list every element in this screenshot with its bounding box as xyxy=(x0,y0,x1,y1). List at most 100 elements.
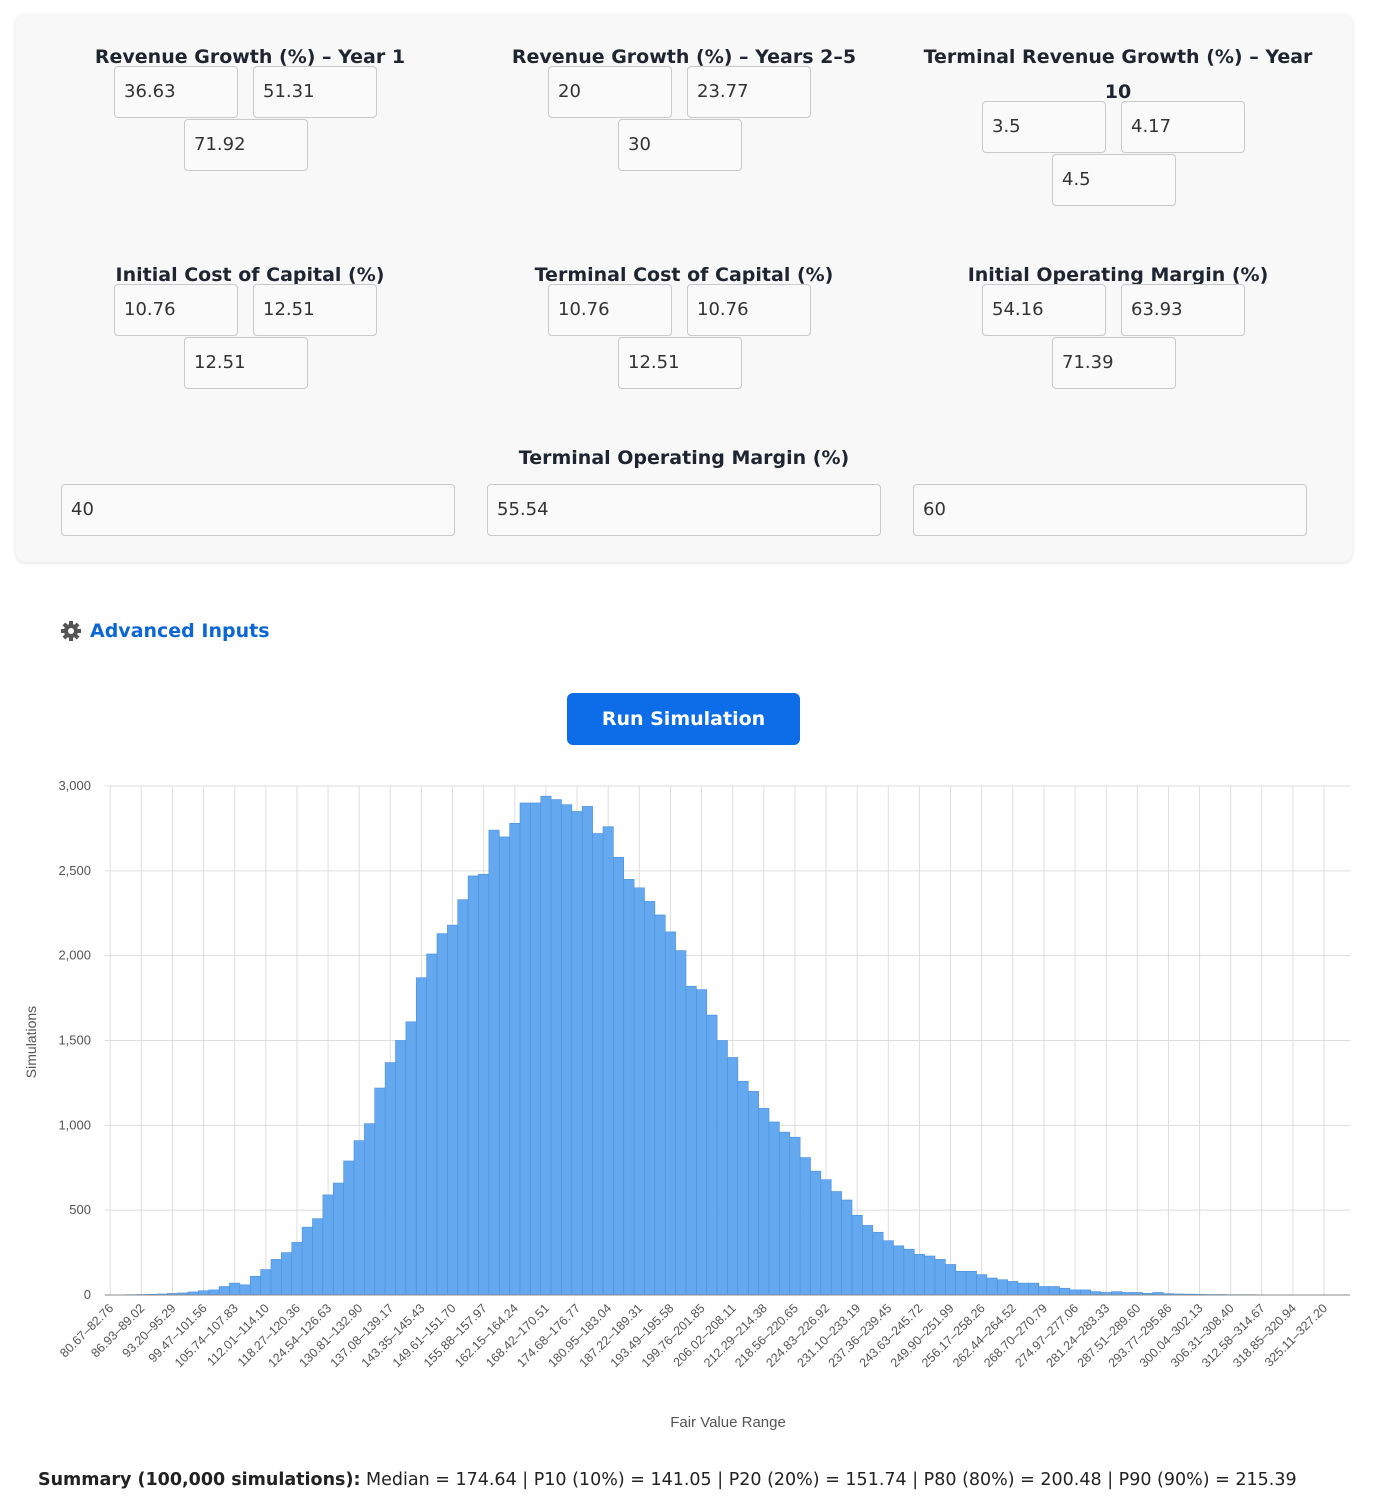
number-input[interactable]: 12.51 xyxy=(618,337,742,389)
number-input[interactable]: 20 xyxy=(548,66,672,118)
bar xyxy=(779,1131,791,1296)
y-tick-label: 2,500 xyxy=(58,863,91,878)
bar xyxy=(986,1277,998,1296)
number-input[interactable]: 63.93 xyxy=(1121,284,1245,336)
bar xyxy=(1048,1286,1060,1296)
number-input[interactable]: 4.17 xyxy=(1121,101,1245,153)
bar xyxy=(768,1121,780,1296)
y-tick-label: 3,000 xyxy=(58,778,91,793)
bar xyxy=(291,1242,303,1296)
bar xyxy=(913,1253,925,1296)
y-axis-label: Simulations xyxy=(23,1006,39,1078)
bar xyxy=(488,829,500,1296)
bar xyxy=(613,856,625,1296)
bar xyxy=(426,953,438,1296)
bar xyxy=(1090,1291,1102,1296)
number-input[interactable]: 40 xyxy=(61,484,455,536)
number-input[interactable]: 12.51 xyxy=(184,337,308,389)
bar xyxy=(239,1284,251,1296)
bar xyxy=(249,1276,261,1296)
field-label: Initial Cost of Capital (%) xyxy=(115,264,385,286)
number-input[interactable]: 60 xyxy=(913,484,1307,536)
bar xyxy=(602,826,614,1296)
number-input[interactable]: 10.76 xyxy=(114,284,238,336)
bar xyxy=(934,1259,946,1296)
number-input[interactable]: 30 xyxy=(618,119,742,171)
bar xyxy=(737,1080,749,1296)
bar xyxy=(322,1194,334,1296)
number-input[interactable]: 10.76 xyxy=(548,284,672,336)
run-simulation-button[interactable]: Run Simulation xyxy=(567,693,800,745)
number-input[interactable]: 51.31 xyxy=(253,66,377,118)
summary: Summary (100,000 simulations): Median = … xyxy=(38,1470,1297,1490)
bar xyxy=(758,1108,770,1296)
bar xyxy=(301,1226,313,1296)
bar xyxy=(550,799,562,1296)
bar xyxy=(374,1087,386,1296)
bar xyxy=(198,1290,210,1296)
summary-label: Summary (100,000 simulations): xyxy=(38,1470,361,1490)
bar xyxy=(893,1245,905,1296)
bar xyxy=(281,1252,293,1296)
number-input[interactable]: 71.92 xyxy=(184,119,308,171)
gear-icon xyxy=(61,621,81,641)
bar xyxy=(851,1214,863,1296)
bar xyxy=(799,1157,811,1296)
bar xyxy=(343,1160,355,1296)
bar xyxy=(727,1057,739,1296)
number-input[interactable]: 71.39 xyxy=(1052,337,1176,389)
y-tick-label: 0 xyxy=(84,1287,91,1302)
bar xyxy=(353,1140,365,1296)
bar xyxy=(675,950,687,1296)
bar xyxy=(498,836,510,1296)
field-label: Terminal Cost of Capital (%) xyxy=(534,264,834,286)
bar xyxy=(229,1282,241,1296)
number-input[interactable]: 55.54 xyxy=(487,484,881,536)
number-input[interactable]: 10.76 xyxy=(687,284,811,336)
bar xyxy=(810,1170,822,1296)
y-tick-label: 500 xyxy=(69,1202,91,1217)
number-input[interactable]: 3.5 xyxy=(982,101,1106,153)
bar xyxy=(581,806,593,1296)
number-input[interactable]: 4.5 xyxy=(1052,154,1176,206)
bar xyxy=(841,1199,853,1296)
x-axis-label: Fair Value Range xyxy=(670,1414,786,1431)
bar xyxy=(260,1269,272,1296)
bar xyxy=(509,823,521,1296)
bar xyxy=(540,795,552,1296)
bar xyxy=(1017,1282,1029,1296)
bar xyxy=(664,931,676,1296)
bar xyxy=(633,887,645,1296)
bar xyxy=(395,1040,407,1296)
number-input[interactable]: 23.77 xyxy=(687,66,811,118)
bar xyxy=(830,1191,842,1296)
bar xyxy=(457,899,469,1296)
bar xyxy=(882,1240,894,1296)
bar xyxy=(1038,1286,1050,1296)
bar xyxy=(270,1259,282,1296)
bar xyxy=(561,804,573,1296)
summary-text: Median = 174.64 | P10 (10%) = 141.05 | P… xyxy=(366,1470,1297,1490)
bar xyxy=(747,1091,759,1296)
field-label: Revenue Growth (%) – Year 1 xyxy=(94,46,406,68)
advanced-inputs-link[interactable]: Advanced Inputs xyxy=(60,620,270,642)
bar xyxy=(789,1136,801,1296)
field-label: Initial Operating Margin (%) xyxy=(967,264,1269,286)
bar xyxy=(478,873,490,1296)
bar xyxy=(519,802,531,1296)
bar xyxy=(976,1274,988,1296)
number-input[interactable]: 12.51 xyxy=(253,284,377,336)
bar xyxy=(1007,1281,1019,1296)
y-tick-label: 1,500 xyxy=(58,1033,91,1048)
number-input[interactable]: 36.63 xyxy=(114,66,238,118)
bar xyxy=(332,1182,344,1296)
bar xyxy=(405,1021,417,1296)
number-input[interactable]: 54.16 xyxy=(982,284,1106,336)
bar xyxy=(218,1286,230,1296)
bar xyxy=(716,1040,728,1296)
bar xyxy=(654,914,666,1296)
bar xyxy=(706,1014,718,1296)
bar xyxy=(820,1179,832,1296)
bar xyxy=(1079,1289,1091,1296)
